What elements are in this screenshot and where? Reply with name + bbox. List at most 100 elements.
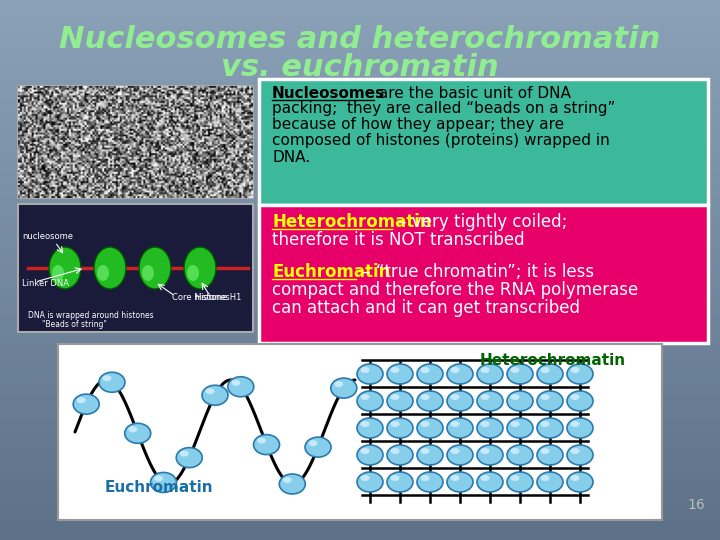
Ellipse shape <box>176 448 202 468</box>
Ellipse shape <box>420 421 430 427</box>
Ellipse shape <box>510 394 520 400</box>
Ellipse shape <box>387 418 413 438</box>
Text: are the basic unit of DNA: are the basic unit of DNA <box>374 85 571 100</box>
Ellipse shape <box>150 472 176 492</box>
Text: composed of histones (proteins) wrapped in: composed of histones (proteins) wrapped … <box>272 133 610 148</box>
Bar <box>0 459 720 468</box>
Ellipse shape <box>451 421 459 427</box>
Ellipse shape <box>228 377 253 397</box>
Bar <box>0 477 720 486</box>
Ellipse shape <box>390 367 400 373</box>
Ellipse shape <box>420 448 430 454</box>
Bar <box>0 234 720 243</box>
Ellipse shape <box>420 367 430 373</box>
Ellipse shape <box>570 394 580 400</box>
Bar <box>0 513 720 522</box>
Text: therefore it is NOT transcribed: therefore it is NOT transcribed <box>272 231 525 249</box>
Text: – very tightly coiled;: – very tightly coiled; <box>393 213 567 231</box>
Bar <box>0 522 720 531</box>
Bar <box>0 360 720 369</box>
Ellipse shape <box>537 472 563 492</box>
Bar <box>0 207 720 216</box>
Ellipse shape <box>125 423 150 443</box>
Ellipse shape <box>510 448 520 454</box>
Bar <box>0 324 720 333</box>
Text: can attach and it can get transcribed: can attach and it can get transcribed <box>272 299 580 317</box>
Bar <box>0 531 720 540</box>
Ellipse shape <box>447 472 473 492</box>
Ellipse shape <box>357 445 383 465</box>
Bar <box>0 396 720 405</box>
Ellipse shape <box>420 475 430 481</box>
Ellipse shape <box>142 265 154 281</box>
Ellipse shape <box>417 364 443 384</box>
Ellipse shape <box>73 394 99 414</box>
Ellipse shape <box>52 265 64 281</box>
Ellipse shape <box>390 448 400 454</box>
Ellipse shape <box>417 418 443 438</box>
Ellipse shape <box>507 472 533 492</box>
Ellipse shape <box>480 475 490 481</box>
Bar <box>0 261 720 270</box>
Ellipse shape <box>187 265 199 281</box>
Bar <box>0 198 720 207</box>
Ellipse shape <box>417 391 443 411</box>
Text: Euchromatin: Euchromatin <box>272 263 390 281</box>
Ellipse shape <box>102 375 112 381</box>
Ellipse shape <box>253 435 279 455</box>
Ellipse shape <box>480 367 490 373</box>
Ellipse shape <box>567 472 593 492</box>
Ellipse shape <box>570 421 580 427</box>
Ellipse shape <box>447 445 473 465</box>
Bar <box>0 72 720 81</box>
Bar <box>0 387 720 396</box>
Ellipse shape <box>451 367 459 373</box>
Text: because of how they appear; they are: because of how they appear; they are <box>272 118 564 132</box>
Ellipse shape <box>477 364 503 384</box>
Bar <box>0 189 720 198</box>
Ellipse shape <box>357 391 383 411</box>
Ellipse shape <box>357 364 383 384</box>
Ellipse shape <box>537 364 563 384</box>
Bar <box>0 81 720 90</box>
Bar <box>0 9 720 18</box>
Ellipse shape <box>390 394 400 400</box>
Ellipse shape <box>361 367 369 373</box>
Ellipse shape <box>361 448 369 454</box>
Bar <box>0 270 720 279</box>
Ellipse shape <box>357 472 383 492</box>
Text: Nucleosomes: Nucleosomes <box>272 85 385 100</box>
Ellipse shape <box>570 448 580 454</box>
Text: Nucleosomes and heterochromatin: Nucleosomes and heterochromatin <box>59 25 661 55</box>
Bar <box>0 162 720 171</box>
Bar <box>0 306 720 315</box>
Text: 16: 16 <box>688 498 705 512</box>
Ellipse shape <box>507 391 533 411</box>
FancyBboxPatch shape <box>18 86 253 198</box>
Ellipse shape <box>510 475 520 481</box>
Text: Histone H1: Histone H1 <box>195 293 241 302</box>
Bar <box>0 90 720 99</box>
Bar <box>0 486 720 495</box>
Bar <box>0 315 720 324</box>
Bar <box>0 18 720 27</box>
Ellipse shape <box>480 448 490 454</box>
Bar <box>0 495 720 504</box>
Ellipse shape <box>541 367 549 373</box>
Ellipse shape <box>334 381 343 387</box>
Ellipse shape <box>361 394 369 400</box>
FancyBboxPatch shape <box>259 205 708 343</box>
Bar <box>0 54 720 63</box>
Ellipse shape <box>49 247 81 289</box>
Ellipse shape <box>451 475 459 481</box>
Ellipse shape <box>510 421 520 427</box>
Ellipse shape <box>510 367 520 373</box>
Ellipse shape <box>570 367 580 373</box>
Ellipse shape <box>417 472 443 492</box>
Bar <box>0 243 720 252</box>
Ellipse shape <box>537 391 563 411</box>
Text: vs. euchromatin: vs. euchromatin <box>221 53 499 83</box>
Text: Core histones: Core histones <box>172 293 230 302</box>
Text: Euchromatin: Euchromatin <box>105 480 214 495</box>
Ellipse shape <box>205 388 215 394</box>
